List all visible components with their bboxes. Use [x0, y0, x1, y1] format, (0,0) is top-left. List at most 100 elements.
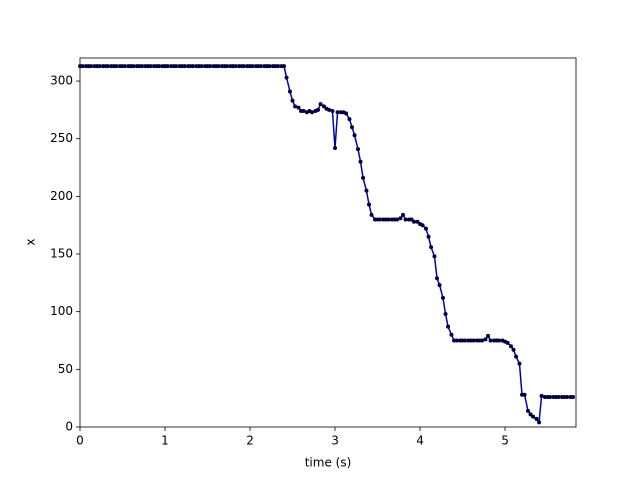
data-point: [165, 64, 170, 69]
data-point: [534, 416, 539, 421]
data-point: [191, 64, 196, 69]
data-point: [318, 102, 323, 107]
data-point: [528, 412, 533, 417]
y-tick-label: 50: [58, 362, 73, 376]
data-point: [123, 64, 128, 69]
data-point: [97, 64, 102, 69]
y-axis-label: x: [24, 238, 38, 245]
data-point: [409, 217, 414, 222]
data-point: [395, 217, 400, 222]
data-point: [106, 64, 111, 69]
data-point: [233, 64, 238, 69]
data-point: [426, 234, 431, 239]
data-point: [463, 338, 468, 343]
data-point: [284, 75, 289, 80]
data-point: [350, 125, 355, 130]
y-tick-label: 200: [50, 189, 73, 203]
data-point: [437, 283, 442, 288]
data-point: [386, 217, 391, 222]
data-point: [517, 361, 522, 366]
data-point: [556, 395, 561, 400]
data-point: [267, 64, 272, 69]
data-point: [537, 420, 542, 425]
data-point: [571, 395, 576, 400]
data-point: [420, 223, 425, 228]
data-point: [435, 276, 440, 281]
data-point: [347, 117, 352, 122]
data-point: [114, 64, 119, 69]
y-tick-label: 0: [65, 420, 73, 434]
x-tick-label: 2: [246, 434, 254, 448]
data-point: [505, 340, 510, 345]
data-point: [333, 145, 338, 150]
data-point: [216, 64, 221, 69]
data-point: [367, 202, 372, 207]
data-point: [344, 111, 349, 116]
data-point: [208, 64, 213, 69]
data-point: [364, 188, 369, 193]
y-tick-label: 250: [50, 131, 73, 145]
data-point: [440, 295, 445, 300]
data-point: [352, 133, 357, 138]
data-point: [301, 109, 306, 114]
data-point: [199, 64, 204, 69]
data-point: [310, 110, 315, 115]
data-point: [432, 254, 437, 259]
data-point: [327, 107, 332, 112]
data-point: [488, 338, 493, 343]
data-point: [293, 104, 298, 109]
data-point: [369, 212, 374, 217]
x-tick-label: 5: [501, 434, 509, 448]
data-point: [483, 337, 488, 342]
data-point: [525, 408, 530, 413]
data-point: [321, 104, 326, 109]
x-tick-label: 0: [76, 434, 84, 448]
data-point: [174, 64, 179, 69]
y-tick-label: 300: [50, 74, 73, 88]
data-point: [330, 109, 335, 114]
data-point: [250, 64, 255, 69]
data-point: [415, 219, 420, 224]
data-point: [508, 344, 513, 349]
data-point: [454, 338, 459, 343]
data-point: [89, 64, 94, 69]
plot-frame: [79, 57, 577, 428]
data-point: [423, 226, 428, 231]
data-point: [182, 64, 187, 69]
data-point: [157, 64, 162, 69]
data-point: [412, 219, 417, 224]
data-point: [140, 64, 145, 69]
data-point: [290, 98, 295, 103]
data-point: [449, 332, 454, 337]
data-point: [316, 107, 321, 112]
data-point: [287, 89, 292, 94]
data-point: [565, 395, 570, 400]
data-point: [398, 216, 403, 221]
data-point: [148, 64, 153, 69]
x-tick-label: 1: [161, 434, 169, 448]
data-point: [361, 175, 366, 180]
data-point: [225, 64, 230, 69]
data-point: [355, 147, 360, 152]
data-point: [539, 393, 544, 398]
data-point: [276, 64, 281, 69]
data-point: [486, 333, 491, 338]
x-tick-label: 4: [416, 434, 424, 448]
x-axis-label: time (s): [305, 456, 352, 470]
data-point: [429, 245, 434, 250]
y-tick-label: 150: [50, 247, 73, 261]
data-point: [296, 105, 301, 110]
data-point: [531, 414, 536, 419]
data-point: [522, 392, 527, 397]
data-point: [242, 64, 247, 69]
data-point: [480, 338, 485, 343]
data-point: [511, 347, 516, 352]
data-point: [446, 324, 451, 329]
data-point: [471, 338, 476, 343]
data-point: [514, 354, 519, 359]
y-tick-label: 100: [50, 304, 73, 318]
data-point: [358, 159, 363, 164]
data-point: [378, 217, 383, 222]
